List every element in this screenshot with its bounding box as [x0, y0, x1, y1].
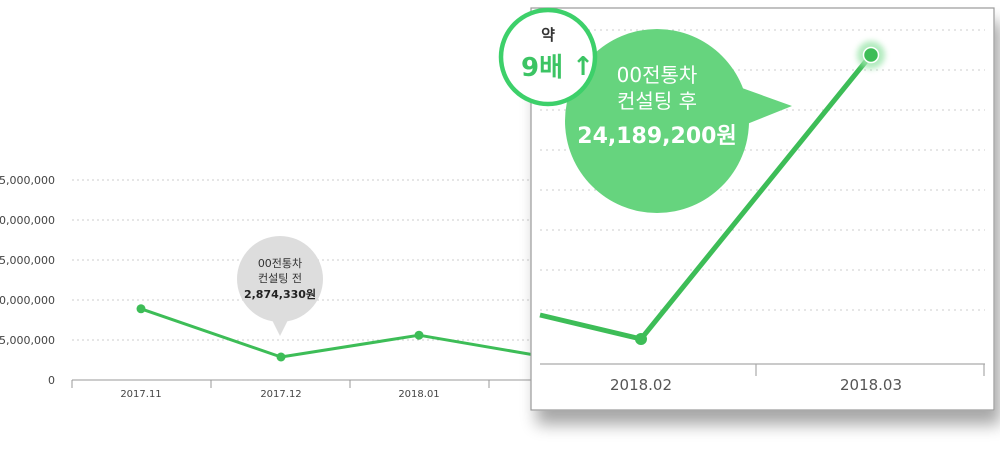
bubble-after-label: 00전통차 [617, 63, 698, 87]
bubble-before-value: 2,874,330원 [244, 287, 316, 301]
zoom-x-tick-label: 2018.02 [610, 376, 672, 394]
bubble-after-label: 컨설팅 후 [617, 89, 697, 113]
badge-multiplier: 9배 [521, 53, 563, 83]
data-point [136, 304, 146, 314]
bubble-before-label: 00전통차 [258, 257, 302, 270]
y-tick-label: 20,000,000 [0, 214, 55, 227]
zoom-data-point [635, 333, 647, 345]
bubble-before-pointer [272, 320, 288, 336]
data-point [276, 352, 286, 362]
bubble-after-pointer [742, 88, 792, 126]
badge-arrow-icon: ↑ [572, 52, 594, 82]
badge-label: 약 [541, 26, 555, 44]
y-tick-label: 25,000,000 [0, 174, 55, 187]
badge-circle [498, 7, 598, 107]
y-tick-label: 15,000,000 [0, 254, 55, 267]
main-chart: 0 5,000,000 10,000,000 15,000,000 20,000,000… [0, 174, 560, 400]
zoom-data-point-highlight [862, 46, 880, 64]
bubble-before-label: 컨설팅 전 [258, 272, 302, 285]
y-tick-label: 5,000,000 [0, 334, 55, 347]
data-point [414, 330, 424, 340]
bubble-after [565, 29, 749, 213]
y-tick-label: 10,000,000 [0, 294, 55, 307]
x-tick-label: 2017.12 [260, 389, 301, 400]
series-line [140, 307, 560, 361]
y-tick-label: 0 [48, 374, 55, 387]
zoom-x-tick-label: 2018.03 [840, 376, 902, 394]
x-tick-label: 2018.01 [398, 389, 439, 400]
bubble-before [237, 236, 323, 322]
x-tick-label: 2017.11 [120, 389, 161, 400]
bubble-after-value: 24,189,200원 [577, 124, 736, 149]
